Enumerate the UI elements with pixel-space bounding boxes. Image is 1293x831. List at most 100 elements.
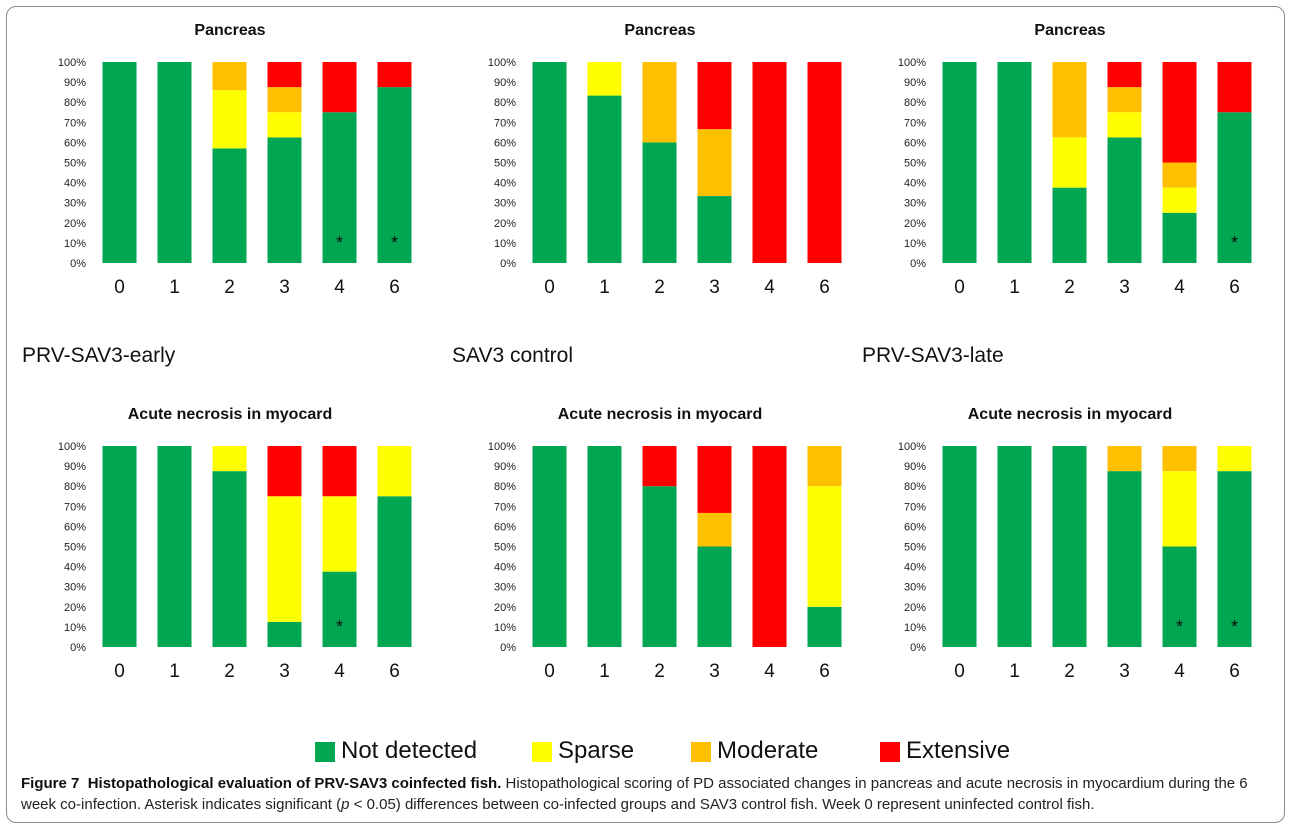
y-tick-label: 20% (904, 218, 926, 230)
bar-segment-not-detected (807, 606, 842, 647)
bar-segment-moderate (807, 446, 842, 487)
stacked-bar-chart: 0% 10% 20% 30% 40% 50% 60% 70% 80% 90% 100% 0 1 2 3 4 * 6… (58, 57, 412, 298)
y-tick-label: 0% (910, 642, 926, 654)
x-tick-label: 2 (1064, 661, 1075, 682)
y-tick-label: 10% (64, 622, 86, 634)
chart-title: Acute necrosis in myocard (557, 406, 763, 423)
bar-segment-not-detected (267, 621, 302, 647)
x-tick-label: 4 (764, 661, 775, 682)
x-tick-label: 6 (389, 661, 400, 682)
bar-segment-not-detected (267, 137, 302, 263)
y-tick-label: 80% (494, 97, 516, 109)
group-label-control: SAV3 control (452, 344, 574, 367)
y-tick-label: 10% (904, 622, 926, 634)
y-tick-label: 50% (904, 542, 926, 554)
y-tick-label: 60% (64, 137, 86, 149)
y-tick-label: 50% (494, 158, 516, 170)
x-tick-label: 6 (819, 661, 830, 682)
x-tick-label: 1 (1009, 277, 1020, 298)
x-tick-label: 2 (224, 277, 235, 298)
y-tick-label: 100% (898, 57, 926, 69)
y-tick-label: 40% (904, 178, 926, 190)
y-tick-label: 40% (64, 562, 86, 574)
legend-swatch-moderate (691, 742, 711, 762)
bar-segment-extensive (697, 62, 732, 130)
x-tick-label: 2 (1064, 277, 1075, 298)
y-tick-label: 60% (494, 137, 516, 149)
bar-segment-moderate (1162, 446, 1197, 472)
y-tick-label: 30% (494, 198, 516, 210)
bar-segment-sparse (807, 486, 842, 607)
significance-asterisk: * (391, 233, 398, 253)
bar-segment-sparse (377, 446, 412, 497)
y-tick-label: 50% (64, 542, 86, 554)
bar-segment-extensive (322, 62, 357, 113)
y-tick-label: 100% (58, 441, 86, 453)
x-tick-label: 3 (1119, 277, 1130, 298)
x-tick-label: 0 (544, 661, 555, 682)
y-tick-label: 50% (64, 158, 86, 170)
y-tick-label: 80% (904, 481, 926, 493)
caption-title: Histopathological evaluation of PRV-SAV3… (87, 775, 502, 792)
legend-label: Not detected (341, 737, 478, 764)
y-tick-label: 90% (494, 77, 516, 89)
chart-title: Acute necrosis in myocard (967, 406, 1173, 423)
x-tick-label: 1 (1009, 661, 1020, 682)
bar-segment-extensive (752, 446, 787, 647)
bar-segment-sparse (322, 496, 357, 572)
y-tick-label: 100% (488, 57, 516, 69)
y-tick-label: 20% (64, 218, 86, 230)
bar-segment-not-detected (157, 62, 192, 263)
bar-segment-extensive (807, 62, 842, 263)
significance-asterisk: * (336, 617, 343, 637)
bar-segment-extensive (752, 62, 787, 263)
bar-segment-sparse (212, 446, 247, 472)
y-tick-label: 10% (494, 238, 516, 250)
y-tick-label: 80% (494, 481, 516, 493)
y-tick-label: 10% (64, 238, 86, 250)
y-tick-label: 60% (494, 521, 516, 533)
y-tick-label: 70% (64, 117, 86, 129)
x-tick-label: 3 (279, 277, 290, 298)
bar-segment-moderate (1052, 62, 1087, 138)
x-tick-label: 0 (114, 661, 125, 682)
y-tick-label: 100% (898, 441, 926, 453)
x-tick-label: 3 (709, 661, 720, 682)
x-tick-label: 0 (954, 661, 965, 682)
y-tick-label: 90% (904, 461, 926, 473)
y-tick-label: 90% (64, 461, 86, 473)
significance-asterisk: * (1231, 233, 1238, 253)
bar-segment-moderate (1107, 87, 1142, 113)
bar-segment-not-detected (532, 446, 567, 647)
y-tick-label: 80% (904, 97, 926, 109)
x-tick-label: 1 (599, 277, 610, 298)
bar-segment-not-detected (1052, 446, 1087, 647)
bar-segment-not-detected (697, 546, 732, 647)
y-tick-label: 0% (500, 258, 516, 270)
bar-segment-not-detected (377, 496, 412, 647)
bar-segment-not-detected (102, 62, 137, 263)
chart-panel-myocard-early: Acute necrosis in myocard 0% 10% 20% 30% 40%… (30, 402, 430, 702)
chart-title: Acute necrosis in myocard (127, 406, 333, 423)
caption-p-symbol: p (341, 796, 350, 813)
x-tick-label: 4 (1174, 277, 1185, 298)
legend-label: Sparse (558, 737, 635, 764)
bar-segment-moderate (697, 129, 732, 197)
x-tick-label: 6 (819, 277, 830, 298)
y-tick-label: 60% (904, 137, 926, 149)
x-tick-label: 2 (654, 277, 665, 298)
y-tick-label: 0% (70, 642, 86, 654)
y-tick-label: 90% (904, 77, 926, 89)
bar-segment-sparse (1107, 112, 1142, 138)
bar-segment-extensive (1217, 62, 1252, 113)
bar-segment-moderate (1107, 446, 1142, 472)
figure-caption: Figure 7 Histopathological evaluation of… (21, 773, 1276, 815)
bar-segment-sparse (587, 62, 622, 96)
legend-label: Extensive (906, 737, 1011, 764)
legend-label: Moderate (717, 737, 819, 764)
chart-panel-pancreas-late: Pancreas 0% 10% 20% 30% 40% 50% 60% 70% 80% 90% 10… (870, 18, 1270, 318)
x-tick-label: 0 (544, 277, 555, 298)
y-tick-label: 80% (64, 97, 86, 109)
bar-segment-not-detected (997, 62, 1032, 263)
x-tick-label: 6 (1229, 277, 1240, 298)
